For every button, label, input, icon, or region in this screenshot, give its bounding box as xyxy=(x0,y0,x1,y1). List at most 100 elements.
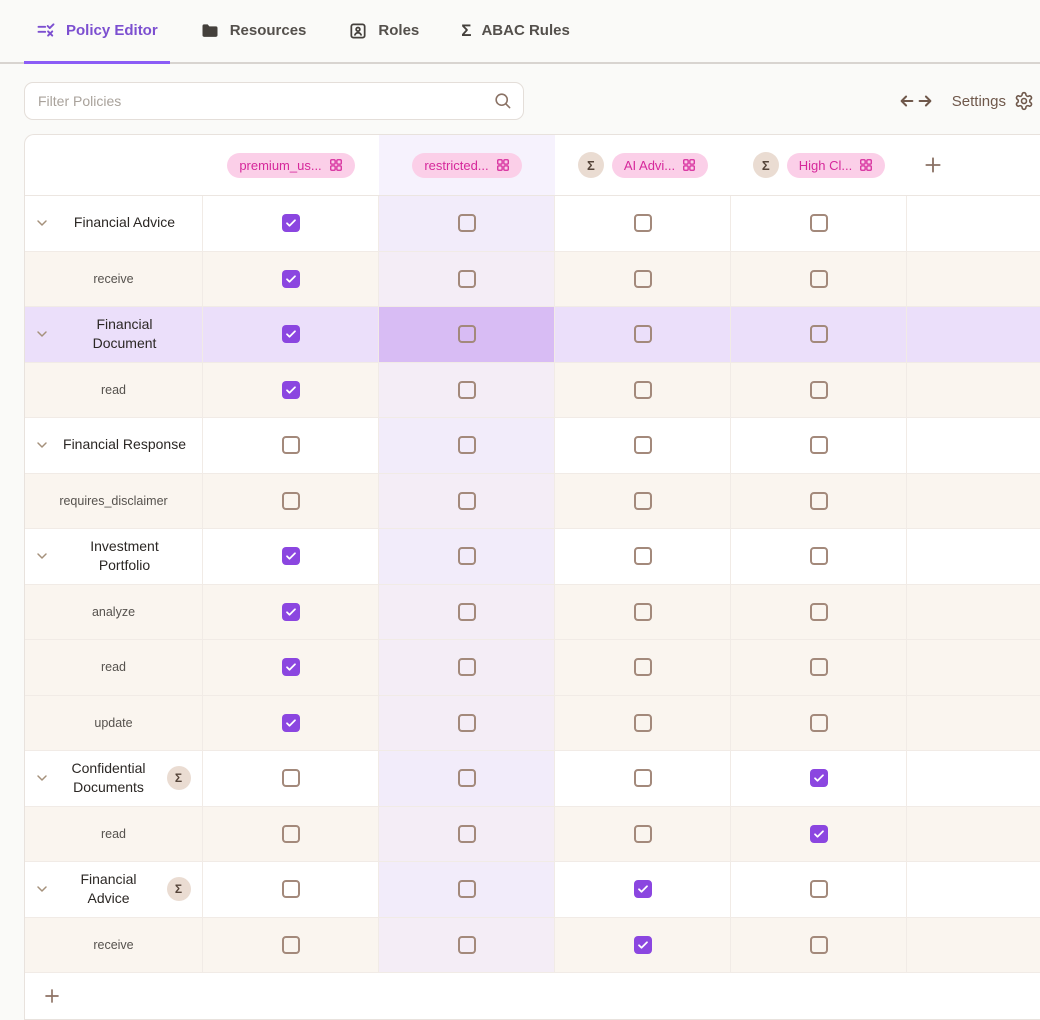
checkbox-unchecked[interactable] xyxy=(457,547,476,566)
row-label: read xyxy=(100,826,127,841)
checkbox-checked[interactable] xyxy=(633,880,652,899)
checkbox-unchecked[interactable] xyxy=(809,602,828,621)
checkbox-unchecked[interactable] xyxy=(809,269,828,288)
role-pill[interactable]: restricted... xyxy=(412,152,522,178)
aggregate-sigma-badge: Σ xyxy=(577,152,604,178)
checkbox-unchecked[interactable] xyxy=(633,325,652,344)
checkbox-unchecked[interactable] xyxy=(809,491,828,510)
chevron-down-icon[interactable] xyxy=(34,437,50,453)
policy-row-confidential-documents: Confidential Documents Σ xyxy=(25,751,1040,807)
checkbox-checked[interactable] xyxy=(281,658,300,677)
checkbox-unchecked[interactable] xyxy=(809,214,828,233)
matrix-cell xyxy=(555,251,731,306)
checkbox-checked[interactable] xyxy=(281,380,300,399)
row-sigma-badge: Σ xyxy=(166,877,191,902)
checkbox-unchecked[interactable] xyxy=(809,658,828,677)
tab-abac-rules[interactable]: Σ ABAC Rules xyxy=(449,0,582,64)
role-pill[interactable]: High Cl... xyxy=(786,152,886,178)
checkbox-unchecked[interactable] xyxy=(457,713,476,732)
matrix-cell xyxy=(379,695,555,750)
add-column-button[interactable] xyxy=(923,155,943,175)
checkbox-unchecked[interactable] xyxy=(281,824,300,843)
checkbox-unchecked[interactable] xyxy=(281,935,300,954)
checkbox-unchecked[interactable] xyxy=(281,436,300,455)
row-filler-cell xyxy=(907,695,1040,750)
checkbox-checked[interactable] xyxy=(281,547,300,566)
checkbox-unchecked[interactable] xyxy=(809,935,828,954)
chevron-down-icon[interactable] xyxy=(34,215,50,231)
role-pill-label: High Cl... xyxy=(798,157,853,173)
checkbox-unchecked[interactable] xyxy=(633,824,652,843)
chevron-down-icon[interactable] xyxy=(34,326,50,342)
checkbox-checked[interactable] xyxy=(809,824,828,843)
checkbox-unchecked[interactable] xyxy=(457,769,476,788)
column-header-0: premium_us... xyxy=(203,135,379,195)
chevron-down-icon[interactable] xyxy=(34,770,50,786)
checkbox-checked[interactable] xyxy=(281,269,300,288)
checkbox-checked[interactable] xyxy=(281,713,300,732)
checkbox-unchecked[interactable] xyxy=(809,547,828,566)
matrix-cell xyxy=(731,307,907,362)
role-pill-label: premium_us... xyxy=(239,157,322,173)
policy-row-financial-response: Financial Response xyxy=(25,418,1040,474)
role-pill[interactable]: premium_us... xyxy=(227,152,355,178)
checkbox-unchecked[interactable] xyxy=(633,491,652,510)
policy-row-read: read xyxy=(25,362,1040,418)
checkbox-unchecked[interactable] xyxy=(457,380,476,399)
row-filler-cell xyxy=(907,473,1040,528)
checkbox-unchecked[interactable] xyxy=(809,325,828,344)
checkbox-unchecked[interactable] xyxy=(281,769,300,788)
role-pill[interactable]: AI Advi... xyxy=(611,152,709,178)
matrix-cell xyxy=(379,362,555,417)
checkbox-unchecked[interactable] xyxy=(457,436,476,455)
checkbox-unchecked[interactable] xyxy=(457,658,476,677)
checkbox-unchecked[interactable] xyxy=(281,491,300,510)
checkbox-unchecked[interactable] xyxy=(633,602,652,621)
checkbox-unchecked[interactable] xyxy=(809,380,828,399)
checkbox-unchecked[interactable] xyxy=(809,436,828,455)
checkbox-unchecked[interactable] xyxy=(633,214,652,233)
checkbox-unchecked[interactable] xyxy=(457,602,476,621)
policy-rules-icon xyxy=(36,21,56,41)
grid-icon xyxy=(859,158,873,172)
checkbox-unchecked[interactable] xyxy=(457,214,476,233)
row-label: Financial Advice xyxy=(80,870,137,907)
checkbox-unchecked[interactable] xyxy=(633,713,652,732)
expand-columns-icon[interactable] xyxy=(898,92,934,110)
checkbox-unchecked[interactable] xyxy=(809,713,828,732)
checkbox-unchecked[interactable] xyxy=(633,547,652,566)
checkbox-checked[interactable] xyxy=(281,325,300,344)
add-row-button[interactable] xyxy=(43,987,61,1005)
checkbox-unchecked[interactable] xyxy=(633,380,652,399)
checkbox-unchecked[interactable] xyxy=(633,769,652,788)
checkbox-unchecked[interactable] xyxy=(281,880,300,899)
tab-roles[interactable]: Roles xyxy=(336,0,431,64)
matrix-cell xyxy=(203,751,379,806)
checkbox-unchecked[interactable] xyxy=(457,880,476,899)
checkbox-unchecked[interactable] xyxy=(633,269,652,288)
checkbox-checked[interactable] xyxy=(809,769,828,788)
matrix-cell xyxy=(555,917,731,972)
checkbox-checked[interactable] xyxy=(281,214,300,233)
row-label-cell: receive xyxy=(25,251,203,306)
row-filler-cell xyxy=(907,418,1040,473)
settings-button[interactable]: Settings xyxy=(952,91,1034,111)
checkbox-checked[interactable] xyxy=(281,602,300,621)
chevron-down-icon[interactable] xyxy=(34,548,50,564)
checkbox-unchecked[interactable] xyxy=(633,436,652,455)
row-label: Confidential Documents xyxy=(71,759,146,796)
checkbox-unchecked[interactable] xyxy=(633,658,652,677)
checkbox-checked[interactable] xyxy=(633,935,652,954)
filter-policies-input[interactable] xyxy=(24,82,524,120)
matrix-body: Financial Advice receive Financial Documen… xyxy=(25,196,1040,973)
checkbox-unchecked[interactable] xyxy=(457,935,476,954)
checkbox-unchecked[interactable] xyxy=(809,880,828,899)
checkbox-unchecked[interactable] xyxy=(457,269,476,288)
checkbox-unchecked[interactable] xyxy=(457,824,476,843)
checkbox-unchecked[interactable] xyxy=(457,325,476,344)
matrix-cell xyxy=(203,362,379,417)
chevron-down-icon[interactable] xyxy=(34,881,50,897)
tab-policy-editor[interactable]: Policy Editor xyxy=(24,0,170,64)
checkbox-unchecked[interactable] xyxy=(457,491,476,510)
tab-resources[interactable]: Resources xyxy=(188,0,319,64)
